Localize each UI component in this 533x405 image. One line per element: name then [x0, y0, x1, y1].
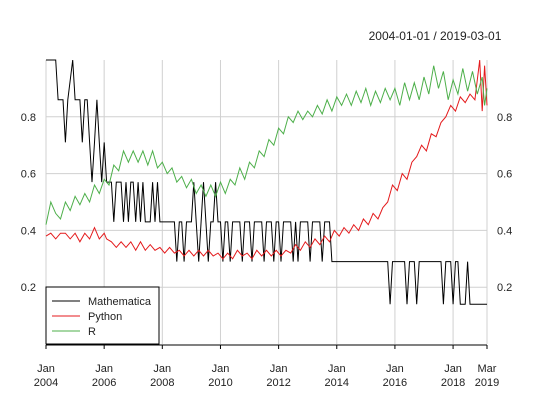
x-tick-label-month: Jan: [270, 363, 288, 375]
x-tick-label-month: Jan: [37, 363, 55, 375]
legend: Mathematica Python R: [45, 286, 160, 345]
series-lines: [45, 59, 488, 305]
y-tick-label-left: 0.6: [21, 169, 36, 181]
y-tick-label-right: 0.8: [497, 112, 512, 124]
x-tick-label-month: Jan: [386, 363, 404, 375]
series-line-mathematica: [46, 59, 487, 305]
x-tick-label-year: 2012: [266, 377, 290, 389]
series-line-r: [45, 65, 488, 225]
legend-label-mathematica: Mathematica: [88, 296, 152, 308]
x-tick-label-year: 2018: [441, 377, 465, 389]
x-tick-label-year: 2006: [92, 377, 116, 389]
x-tick-label-year: 2014: [325, 377, 349, 389]
x-tick-label-month: Jan: [95, 363, 113, 375]
chart-period-title: 2004-01-01 / 2019-03-01: [369, 29, 502, 43]
legend-label-r: R: [88, 326, 96, 338]
x-tick-label-month: Mar: [478, 363, 497, 375]
x-axis: Jan 2004 Jan 2006 Jan 2008 Jan 2010 Jan 2012 Jan 20…: [34, 344, 499, 389]
legend-label-python: Python: [88, 311, 122, 323]
y-tick-label-left: 0.8: [21, 112, 36, 124]
x-tick-label-year: 2010: [208, 377, 232, 389]
x-tick-label-year: 2004: [34, 377, 58, 389]
y-tick-label-right: 0.4: [497, 225, 512, 237]
x-tick-label-month: Jan: [328, 363, 346, 375]
y-tick-label-left: 0.4: [21, 225, 36, 237]
x-tick-label-year: 2016: [383, 377, 407, 389]
y-tick-label-right: 0.6: [497, 169, 512, 181]
x-tick-label-month: Jan: [212, 363, 230, 375]
x-tick-label-month: Jan: [153, 363, 171, 375]
y-tick-label-right: 0.2: [497, 282, 512, 294]
y-tick-label-left: 0.2: [21, 282, 36, 294]
y-axis-labels: 0.2 0.2 0.4 0.4 0.6 0.6 0.8 0.8: [21, 112, 513, 294]
x-tick-label-year: 2019: [475, 377, 499, 389]
grid: [45, 60, 488, 344]
series-line-python: [45, 59, 488, 260]
x-tick-label-month: Jan: [444, 363, 462, 375]
x-tick-label-year: 2008: [150, 377, 174, 389]
